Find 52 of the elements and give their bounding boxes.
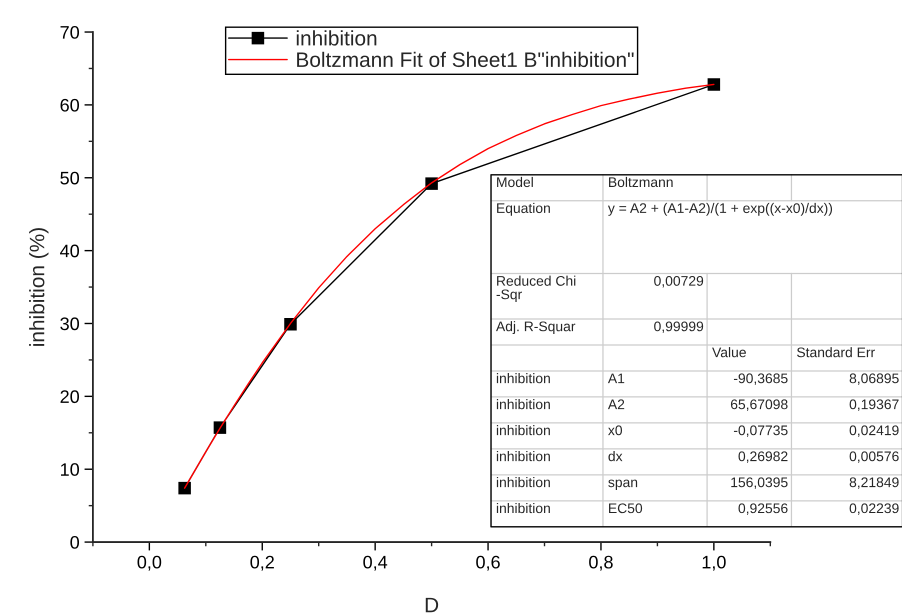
text: -90,3685: [734, 373, 788, 385]
text: Adj. R-Squar: [496, 321, 576, 334]
text: Reduced Chi -Sqr: [496, 276, 576, 302]
x-tick-label: 0,2: [250, 556, 274, 571]
text: span: [608, 480, 638, 490]
x-tick-label: 0,8: [589, 556, 613, 571]
y-tick-label: 60: [60, 98, 80, 112]
text: x0: [608, 425, 622, 436]
text: -0,07735: [734, 425, 788, 437]
text: inhibition: [496, 502, 550, 514]
text: 8,06895: [850, 373, 899, 385]
text: Boltzmann: [609, 176, 673, 188]
text: A2: [608, 399, 624, 410]
text: Model: [497, 176, 533, 188]
text: 0,02419: [850, 425, 899, 437]
text: 0,00576: [850, 451, 899, 463]
text: EC50: [609, 503, 642, 514]
text: Standard Err: [797, 347, 875, 358]
x-tick-label: 0,0: [138, 556, 162, 571]
y-tick-label: 70: [60, 26, 80, 39]
text: 0,19367: [850, 399, 899, 411]
x-tick-label: 0,4: [363, 556, 388, 571]
x-tick-label: 0,6: [476, 556, 500, 571]
text: inhibition: [496, 451, 550, 462]
text: 0,92556: [738, 503, 788, 515]
x-axis-title: D: [426, 598, 438, 612]
text: dx: [608, 451, 622, 462]
text: 156,0395: [731, 477, 788, 489]
y-tick-label: 10: [61, 463, 80, 476]
y-tick-label: 40: [60, 244, 80, 258]
legend-label: Boltzmann Fit of Sheet1 B"inhibition": [297, 52, 634, 68]
y-tick-label: 0: [70, 536, 80, 549]
y-tick-label: 50: [60, 172, 80, 184]
y-tick-label: 20: [60, 390, 80, 404]
text: 65,67098: [730, 399, 788, 411]
text: Value: [712, 347, 746, 358]
text: inhibition: [496, 425, 550, 436]
text: A1: [608, 374, 624, 384]
x-tick-label: 1,0: [702, 556, 726, 571]
text: 0,26982: [738, 451, 788, 463]
y-tick-label: 30: [60, 317, 80, 330]
y-axis-title: inhibition (%): [29, 228, 49, 346]
text: 0,02239: [850, 503, 899, 515]
text: y = A2 + (A1-A2)/(1 + exp((x-x0)/dx)): [608, 202, 832, 216]
text: 0,00729: [654, 276, 704, 288]
text: 8,21849: [850, 477, 899, 489]
legend-label: inhibition: [296, 30, 376, 46]
text: inhibition: [496, 399, 550, 410]
text: Equation: [497, 202, 550, 216]
text: inhibition: [496, 373, 550, 384]
text: inhibition: [496, 477, 550, 488]
text: 0,99999: [654, 321, 704, 333]
